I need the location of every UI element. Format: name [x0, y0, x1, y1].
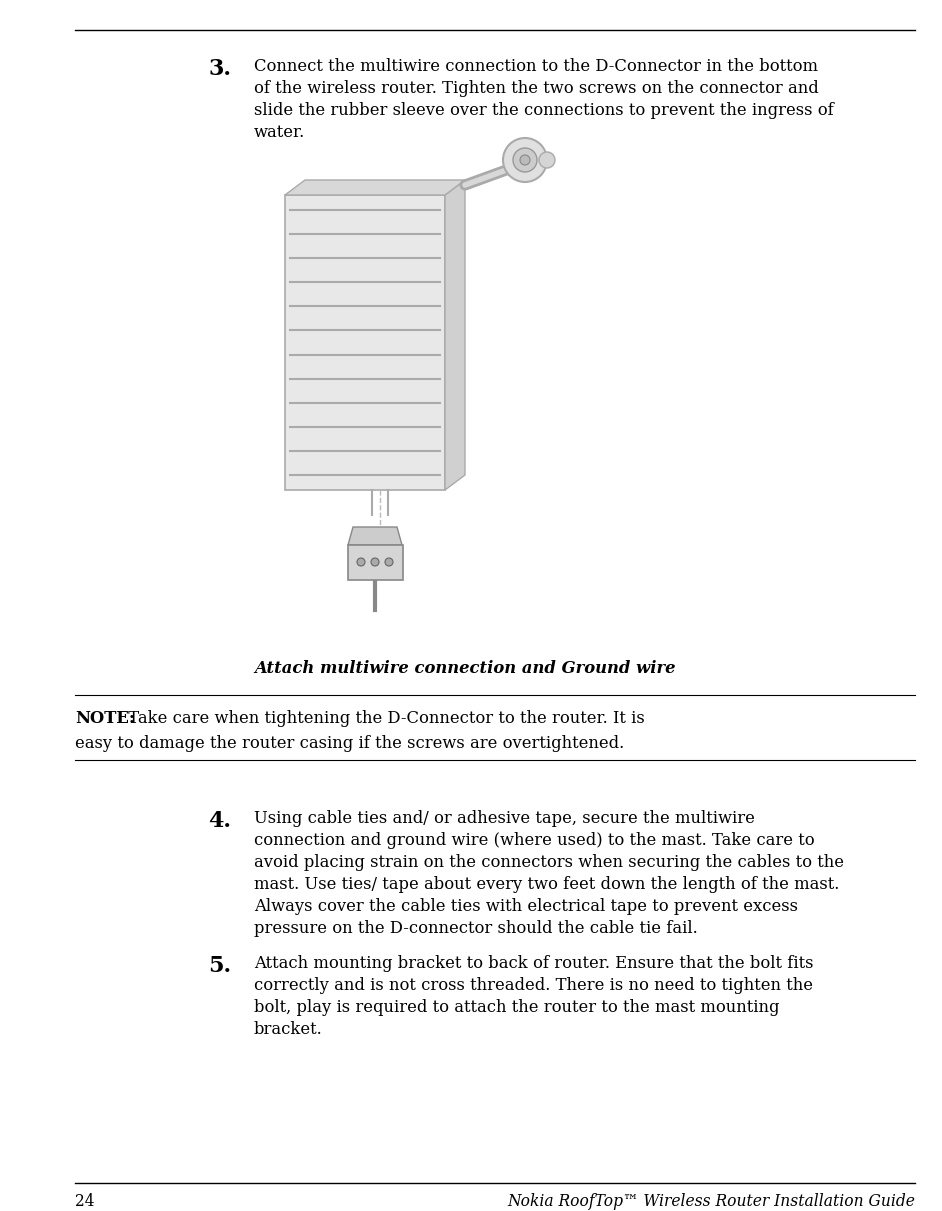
Polygon shape [348, 527, 402, 545]
Text: slide the rubber sleeve over the connections to prevent the ingress of: slide the rubber sleeve over the connect… [254, 102, 834, 119]
Circle shape [520, 155, 530, 165]
Bar [285, 195, 445, 490]
Text: Take care when tightening the D-Connector to the router. It is: Take care when tightening the D-Connecto… [123, 710, 644, 727]
Polygon shape [285, 180, 465, 195]
Text: 24: 24 [75, 1193, 94, 1210]
Circle shape [385, 558, 393, 566]
Text: Nokia RoofTop™ Wireless Router Installation Guide: Nokia RoofTop™ Wireless Router Installat… [507, 1193, 915, 1210]
Text: easy to damage the router casing if the screws are overtightened.: easy to damage the router casing if the … [75, 735, 625, 752]
Text: of the wireless router. Tighten the two screws on the connector and: of the wireless router. Tighten the two … [254, 80, 819, 97]
Circle shape [503, 138, 547, 182]
Text: correctly and is not cross threaded. There is no need to tighten the: correctly and is not cross threaded. The… [254, 977, 813, 994]
Bar [348, 545, 403, 580]
Text: water.: water. [254, 124, 305, 140]
Text: bolt, play is required to attach the router to the mast mounting: bolt, play is required to attach the rou… [254, 999, 779, 1016]
Text: Attach mounting bracket to back of router. Ensure that the bolt fits: Attach mounting bracket to back of route… [254, 955, 814, 972]
Text: mast. Use ties/ tape about every two feet down the length of the mast.: mast. Use ties/ tape about every two fee… [254, 876, 839, 893]
Text: 4.: 4. [208, 810, 231, 832]
Text: Attach multiwire connection and Ground wire: Attach multiwire connection and Ground w… [254, 660, 675, 677]
Circle shape [371, 558, 379, 566]
Circle shape [513, 148, 537, 172]
Polygon shape [445, 180, 465, 490]
Circle shape [539, 153, 555, 168]
Text: 5.: 5. [208, 955, 231, 977]
Text: Using cable ties and/ or adhesive tape, secure the multiwire: Using cable ties and/ or adhesive tape, … [254, 810, 755, 827]
Text: pressure on the D-connector should the cable tie fail.: pressure on the D-connector should the c… [254, 920, 698, 937]
Text: bracket.: bracket. [254, 1021, 323, 1038]
Text: avoid placing strain on the connectors when securing the cables to the: avoid placing strain on the connectors w… [254, 854, 844, 871]
Text: 3.: 3. [208, 58, 231, 80]
Text: Connect the multiwire connection to the D-Connector in the bottom: Connect the multiwire connection to the … [254, 58, 818, 75]
Text: NOTE:: NOTE: [75, 710, 135, 727]
Text: connection and ground wire (where used) to the mast. Take care to: connection and ground wire (where used) … [254, 832, 815, 849]
Circle shape [357, 558, 365, 566]
Text: Always cover the cable ties with electrical tape to prevent excess: Always cover the cable ties with electri… [254, 899, 798, 916]
